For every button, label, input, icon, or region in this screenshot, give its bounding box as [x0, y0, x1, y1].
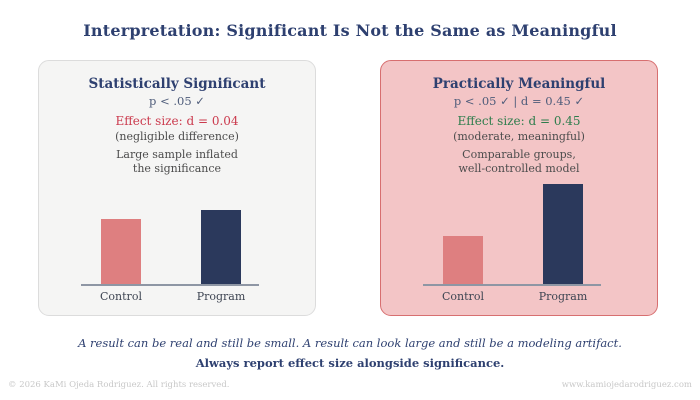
copyright-text: © 2026 KaMi Ojeda Rodriguez. All rights …: [8, 380, 230, 390]
effect-note-text: (negligible difference): [115, 130, 239, 143]
context-line-2: the significance: [132, 162, 222, 175]
context-line-1: Comparable groups,: [462, 148, 576, 161]
takeaway-italic-text: A result can be real and still be small.…: [78, 336, 622, 350]
program-bar: [201, 210, 241, 284]
page-title: Interpretation: Significant Is Not the S…: [83, 21, 617, 40]
x-axis-label-control: Control: [100, 290, 142, 303]
x-axis-label-program: Program: [196, 290, 246, 303]
criteria-text: p < .05 ✓: [149, 94, 205, 108]
criteria-text: p < .05 ✓ | d = 0.45 ✓: [453, 94, 585, 108]
control-bar: [101, 219, 141, 284]
panel-title: Statistically Significant: [88, 76, 266, 92]
program-bar: [543, 184, 583, 284]
context-note: Comparable groups, well-controlled model: [381, 148, 657, 176]
panel-practically-meaningful: Practically Meaningful p < .05 ✓ | d = 0…: [380, 60, 658, 316]
effect-size-text: Effect size: d = 0.04: [115, 114, 239, 128]
bar-chart-left: Control Program: [81, 144, 259, 304]
panel-title: Practically Meaningful: [432, 76, 606, 92]
context-note: Large sample inflated the significance: [39, 148, 315, 176]
panel-statistically-significant: Statistically Significant p < .05 ✓ Effe…: [38, 60, 316, 316]
context-line-2: well-controlled model: [458, 162, 580, 175]
plot-area: [81, 144, 259, 286]
x-axis-label-control: Control: [442, 290, 484, 303]
context-line-1: Large sample inflated: [116, 148, 238, 161]
plot-area: [423, 144, 601, 286]
effect-note-text: (moderate, meaningful): [453, 130, 585, 143]
bar-chart-right: Control Program: [423, 144, 601, 304]
effect-size-text: Effect size: d = 0.45: [457, 114, 581, 128]
control-bar: [443, 236, 483, 284]
website-url-text: www.kamiojedarodriguez.com: [561, 380, 692, 390]
x-axis-label-program: Program: [538, 290, 588, 303]
takeaway-bold-text: Always report effect size alongside sign…: [195, 356, 505, 370]
